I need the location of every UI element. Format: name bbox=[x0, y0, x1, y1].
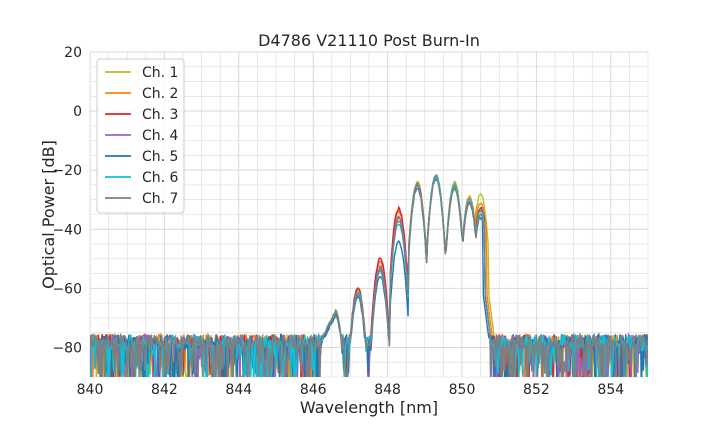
legend-label: Ch. 7 bbox=[142, 191, 178, 207]
chart-title: D4786 V21110 Post Burn-In bbox=[258, 31, 480, 50]
x-tick-label: 842 bbox=[151, 382, 178, 398]
x-tick-label: 852 bbox=[523, 382, 550, 398]
legend-label: Ch. 5 bbox=[142, 149, 178, 165]
x-tick-label: 844 bbox=[225, 382, 252, 398]
x-axis-label: Wavelength [nm] bbox=[300, 398, 438, 417]
x-tick-label: 846 bbox=[300, 382, 327, 398]
legend-label: Ch. 2 bbox=[142, 86, 178, 102]
y-tick-label: 0 bbox=[73, 104, 82, 120]
y-tick-label: −60 bbox=[52, 281, 82, 297]
series-layer bbox=[90, 173, 648, 377]
x-tick-label: 854 bbox=[597, 382, 624, 398]
legend-box bbox=[96, 58, 185, 214]
y-tick-label: −40 bbox=[52, 222, 82, 238]
y-tick-label: −20 bbox=[52, 163, 82, 179]
x-tick-labels: 840 842 844 846 848 850 852 854 bbox=[77, 382, 625, 398]
legend-label: Ch. 6 bbox=[142, 170, 179, 186]
x-tick-label: 850 bbox=[449, 382, 476, 398]
legend-label: Ch. 1 bbox=[142, 65, 178, 81]
series-line-7 bbox=[90, 176, 648, 377]
y-tick-label: −80 bbox=[52, 340, 82, 356]
y-tick-labels: 20 0 −20 −40 −60 −80 bbox=[52, 45, 82, 356]
y-tick-label: 20 bbox=[64, 45, 82, 61]
x-tick-label: 848 bbox=[374, 382, 401, 398]
legend-label: Ch. 4 bbox=[142, 128, 179, 144]
y-axis-label: Optical Power [dB] bbox=[39, 140, 58, 289]
legend-label: Ch. 3 bbox=[142, 107, 178, 123]
legend: Ch. 1 Ch. 2 Ch. 3 Ch. 4 Ch. 5 Ch. 6 Ch. 7 bbox=[96, 58, 185, 214]
x-tick-label: 840 bbox=[77, 382, 104, 398]
